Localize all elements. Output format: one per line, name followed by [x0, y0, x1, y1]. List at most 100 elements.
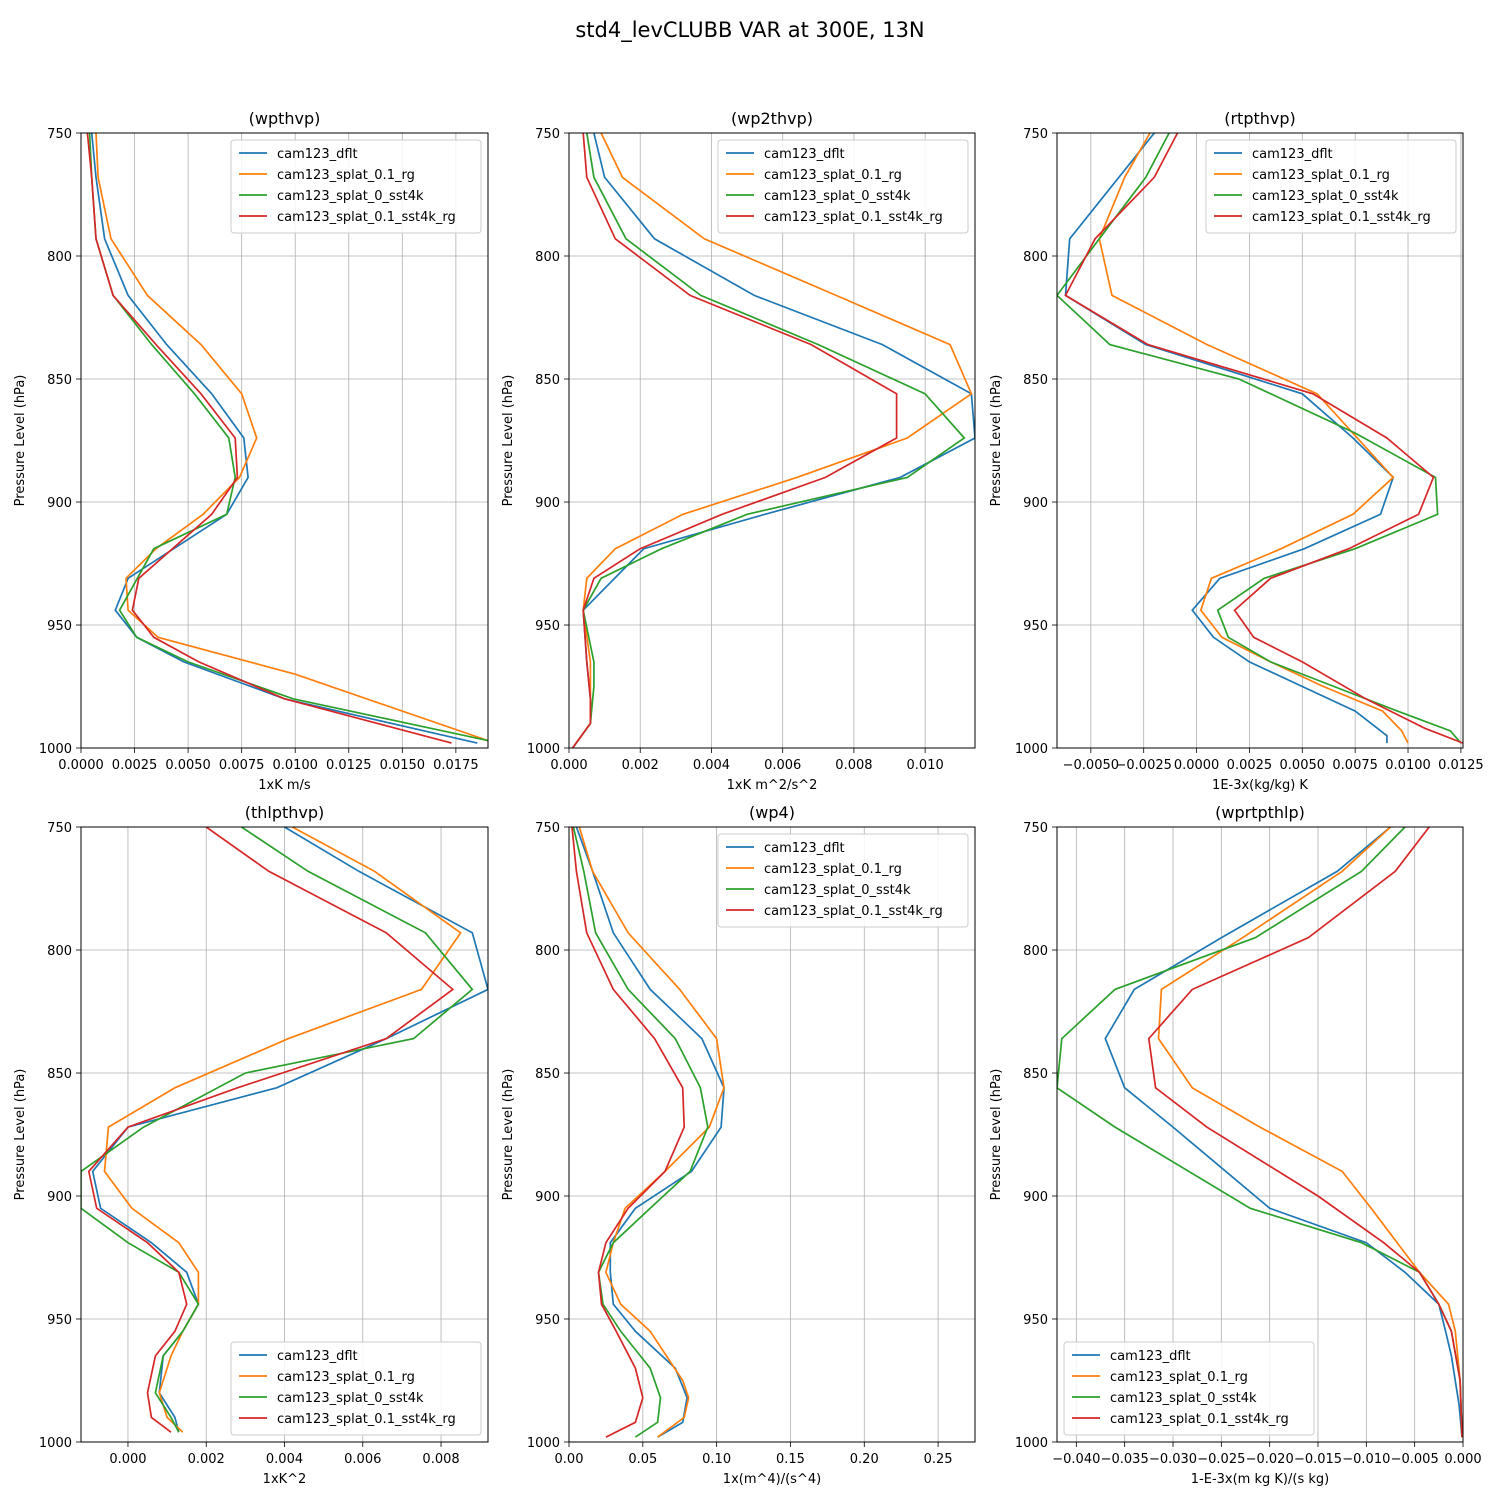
series-line-cam123_splat_0.1_rg [1157, 827, 1463, 1438]
y-tick-label: 950 [47, 619, 72, 634]
legend-label: cam123_dflt [277, 147, 358, 162]
x-tick-label: 0.0000 [1174, 758, 1220, 773]
subplot-4: 0.000 0.002 0.004 0.006 0.008 750 800 850 900 950… [13, 803, 489, 1487]
x-axis-label: 1xK^2 [263, 1472, 307, 1487]
series-line-cam123_dflt [90, 133, 478, 744]
series-line-cam123_splat_0_sst4k [81, 827, 474, 1433]
legend-label: cam123_splat_0_sst4k [277, 1391, 424, 1406]
y-tick-label: 750 [1023, 821, 1048, 836]
subplot-title: (wp4) [749, 803, 795, 822]
legend-label: cam123_splat_0.1_sst4k_rg [764, 904, 943, 919]
x-tick-label: 0.0175 [433, 758, 479, 773]
series-line-cam123_splat_0.1_sst4k_rg [571, 827, 686, 1438]
y-tick-label: 1000 [1015, 1436, 1048, 1451]
legend-label: cam123_dflt [277, 1349, 358, 1364]
legend-box [230, 139, 482, 234]
y-tick-label: 850 [1023, 373, 1048, 388]
x-tick-label: 0.002 [622, 758, 659, 773]
legend-label: cam123_dflt [764, 147, 845, 162]
x-axis-label: 1xK m^2/s^2 [727, 778, 818, 793]
axes-frame [1056, 826, 1464, 1443]
axes-frame [80, 132, 489, 749]
y-tick-label: 850 [535, 1067, 560, 1082]
subplot-title: (wprtpthlp) [1215, 803, 1305, 822]
x-tick-label: 0.006 [764, 758, 801, 773]
x-tick-label: 0.006 [344, 1452, 381, 1467]
series-line-cam123_splat_0.1_rg [571, 133, 973, 748]
legend: cam123_dflt cam123_splat_0.1_rg cam123_spl… [1063, 1341, 1315, 1436]
axes-frame [80, 826, 489, 1443]
x-tick-label: 0.15 [776, 1452, 805, 1467]
legend-label: cam123_dflt [764, 841, 845, 856]
subplot-5: 0.00 0.05 0.10 0.15 0.20 0.25 750 800 850 900 950 1… [501, 803, 976, 1487]
x-tick-label: −0.035 [1101, 1452, 1149, 1467]
y-axis-label: Pressure Level (hPa) [13, 375, 28, 507]
x-tick-label: 0.004 [693, 758, 730, 773]
subplot-title: (thlpthvp) [245, 803, 325, 822]
x-tick-label: 0.20 [850, 1452, 879, 1467]
y-tick-label: 800 [1023, 944, 1048, 959]
legend-label: cam123_splat_0.1_rg [277, 168, 415, 183]
y-tick-label: 750 [47, 821, 72, 836]
subplot-6: −0.040 −0.035 −0.030 −0.025 −0.020 −0.015 −0.0… [989, 803, 1482, 1487]
legend: cam123_dflt cam123_splat_0.1_rg cam123_spl… [230, 139, 482, 234]
legend: cam123_dflt cam123_splat_0.1_rg cam123_spl… [717, 139, 969, 234]
series-line-cam123_splat_0.1_rg [95, 133, 488, 742]
x-tick-label: 0.0125 [326, 758, 372, 773]
x-tick-label: 0.0075 [219, 758, 265, 773]
y-axis-label: Pressure Level (hPa) [13, 1069, 28, 1201]
legend-box [1063, 1341, 1315, 1436]
x-tick-label: 0.008 [835, 758, 872, 773]
x-tick-label: 0.0025 [112, 758, 158, 773]
y-tick-label: 900 [47, 496, 72, 511]
axes-frame [568, 132, 976, 749]
series-line-cam123_dflt [91, 827, 488, 1433]
y-tick-label: 1000 [1015, 742, 1048, 757]
y-tick-label: 800 [1023, 250, 1048, 265]
legend-label: cam123_dflt [1110, 1349, 1191, 1364]
y-tick-label: 750 [535, 821, 560, 836]
y-tick-label: 850 [1023, 1067, 1048, 1082]
x-tick-label: 0.0075 [1332, 758, 1378, 773]
y-tick-label: 900 [535, 1190, 560, 1205]
legend-label: cam123_splat_0.1_rg [1252, 168, 1390, 183]
y-axis-label: Pressure Level (hPa) [501, 1069, 516, 1201]
legend-label: cam123_splat_0_sst4k [277, 189, 424, 204]
subplot-2: 0.000 0.002 0.004 0.006 0.008 0.010 750 800 850 9… [501, 109, 976, 793]
y-tick-label: 850 [47, 373, 72, 388]
x-tick-label: 0.010 [907, 758, 944, 773]
legend-label: cam123_splat_0.1_rg [277, 1370, 415, 1385]
x-tick-label: 0.05 [628, 1452, 657, 1467]
x-axis-label: 1-E-3x(m kg K)/(s kg) [1191, 1472, 1329, 1487]
y-tick-label: 950 [1023, 619, 1048, 634]
series-line-cam123_splat_0.1_rg [1098, 133, 1409, 744]
x-tick-label: −0.010 [1342, 1452, 1390, 1467]
series-line-cam123_splat_0_sst4k [1057, 133, 1462, 744]
x-tick-label: −0.005 [1391, 1452, 1439, 1467]
x-tick-label: 0.25 [924, 1452, 953, 1467]
x-tick-label: −0.030 [1149, 1452, 1197, 1467]
legend-label: cam123_splat_0_sst4k [764, 189, 911, 204]
x-tick-label: 0.0100 [272, 758, 318, 773]
legend-label: cam123_splat_0.1_sst4k_rg [764, 210, 943, 225]
legend-label: cam123_splat_0.1_rg [764, 168, 902, 183]
legend: cam123_dflt cam123_splat_0.1_rg cam123_spl… [717, 833, 969, 928]
legend-box [717, 833, 969, 928]
x-tick-label: 0.002 [188, 1452, 225, 1467]
y-tick-label: 1000 [39, 742, 72, 757]
axes-frame [1056, 132, 1464, 749]
legend: cam123_dflt cam123_splat_0.1_rg cam123_spl… [230, 1341, 482, 1436]
legend-box [1205, 139, 1457, 234]
x-tick-label: 0.000 [109, 1452, 146, 1467]
x-tick-label: −0.040 [1052, 1452, 1100, 1467]
series-line-cam123_splat_0.1_rg [578, 827, 725, 1438]
x-tick-label: 0.000 [1444, 1452, 1481, 1467]
legend-label: cam123_splat_0.1_sst4k_rg [277, 1412, 456, 1427]
y-tick-label: 800 [535, 944, 560, 959]
y-tick-label: 800 [535, 250, 560, 265]
y-axis-label: Pressure Level (hPa) [989, 1069, 1004, 1201]
series-line-cam123_dflt [575, 827, 725, 1438]
x-tick-label: 0.0025 [1227, 758, 1273, 773]
y-tick-label: 750 [1023, 127, 1048, 142]
